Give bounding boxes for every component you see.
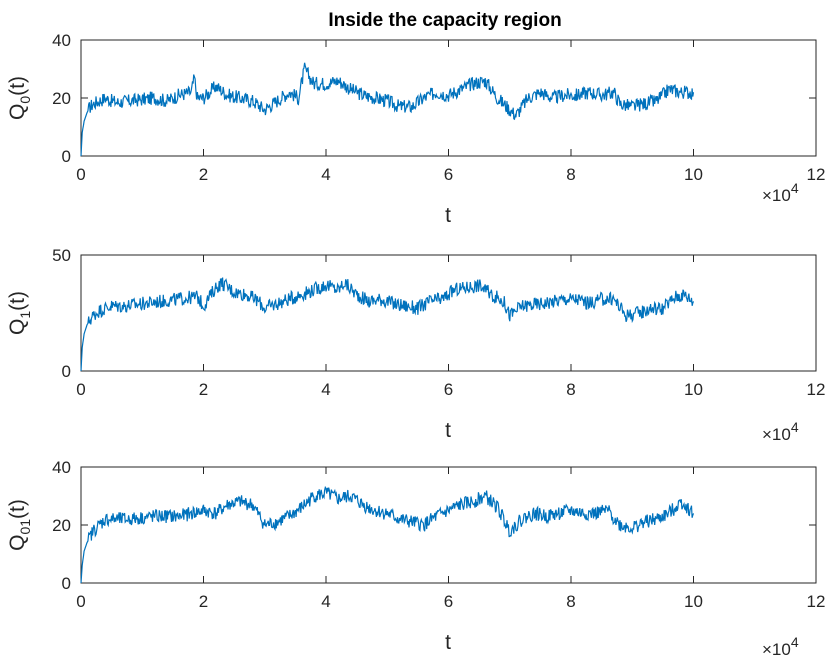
x-tick-label: 0 (76, 592, 85, 611)
subplot-q0-ylabel-sub: 0 (17, 96, 33, 104)
subplot-q01-xlabel: t (445, 631, 451, 654)
subplot-q01-ylabel: Q01(t) (6, 499, 33, 551)
x-tick-label: 6 (444, 380, 453, 399)
subplot-q1-series-line (80, 277, 695, 372)
y-tick-label: 20 (52, 89, 71, 108)
y-tick-label: 0 (62, 574, 71, 593)
subplot-q01-series-line (80, 485, 695, 584)
subplot-q1-ylabel-base: Q (6, 319, 29, 335)
subplot-q01-ylabel-base: Q (6, 535, 29, 551)
x-tick-label: 2 (199, 380, 208, 399)
x-tick-label: 4 (321, 592, 330, 611)
x-tick-label: 12 (807, 165, 826, 184)
subplot-q01-x-exponent-base: ×10 (762, 640, 791, 659)
subplot-q0-ylabel-base: Q (6, 104, 29, 120)
subplot-q0-ylabel: Q0(t) (6, 76, 33, 120)
chart-title: Inside the capacity region (328, 10, 561, 31)
subplot-q01-yticks: 0 20 40 (52, 458, 816, 593)
y-tick-label: 40 (52, 31, 71, 50)
x-tick-label: 8 (566, 165, 575, 184)
x-tick-label: 12 (807, 592, 826, 611)
subplot-q0-ylabel-tail: (t) (6, 76, 29, 96)
subplot-q1-x-exponent: ×104 (762, 419, 799, 444)
subplot-q0-xlabel: t (445, 204, 451, 227)
x-tick-label: 4 (321, 380, 330, 399)
x-tick-label: 2 (199, 592, 208, 611)
subplot-q01-axes-box (80, 466, 817, 584)
subplot-q0-series-line (80, 62, 695, 157)
subplot-q0-xticks: 0 2 4 6 8 10 12 (76, 40, 825, 184)
subplot-q01-x-exponent: ×104 (762, 634, 799, 659)
subplot-q1-axes-box (80, 254, 817, 372)
subplot-q1-xticks: 0 2 4 6 8 10 12 (76, 255, 825, 399)
subplot-q1-ylabel: Q1(t) (6, 291, 33, 335)
x-tick-label: 0 (76, 380, 85, 399)
subplot-q0-x-exponent-power: 4 (791, 180, 799, 196)
subplot-q1-xlabel: t (445, 419, 451, 442)
x-tick-label: 10 (684, 165, 703, 184)
x-tick-label: 12 (807, 380, 826, 399)
x-tick-label: 8 (566, 592, 575, 611)
x-tick-label: 10 (684, 592, 703, 611)
subplot-q1-ylabel-sub: 1 (17, 311, 33, 319)
y-tick-label: 40 (52, 458, 71, 477)
subplot-q01-ylabel-tail: (t) (6, 499, 29, 519)
y-tick-label: 0 (62, 362, 71, 381)
x-tick-label: 10 (684, 380, 703, 399)
x-tick-label: 0 (76, 165, 85, 184)
subplot-q01-ylabel-sub: 01 (17, 519, 33, 535)
y-tick-label: 20 (52, 516, 71, 535)
subplot-q0-yticks: 0 20 40 (52, 31, 816, 166)
subplot-q0-x-exponent: ×104 (762, 180, 799, 205)
x-tick-label: 4 (321, 165, 330, 184)
y-tick-label: 0 (62, 147, 71, 166)
subplot-q1-ylabel-tail: (t) (6, 291, 29, 311)
x-tick-label: 6 (444, 592, 453, 611)
subplot-q1-x-exponent-power: 4 (791, 419, 799, 435)
x-tick-label: 2 (199, 165, 208, 184)
x-tick-label: 8 (566, 380, 575, 399)
subplot-q1: 0 2 4 6 8 10 12 050 t ×104 Q1(t) (6, 246, 825, 444)
subplot-q01-x-exponent-power: 4 (791, 634, 799, 650)
subplot-q1-x-exponent-base: ×10 (762, 425, 791, 444)
x-tick-label: 6 (444, 165, 453, 184)
subplot-q0-x-exponent-base: ×10 (762, 186, 791, 205)
subplot-q1-yticks: 0 50 (52, 246, 816, 381)
y-tick-label: 50 (52, 246, 71, 265)
